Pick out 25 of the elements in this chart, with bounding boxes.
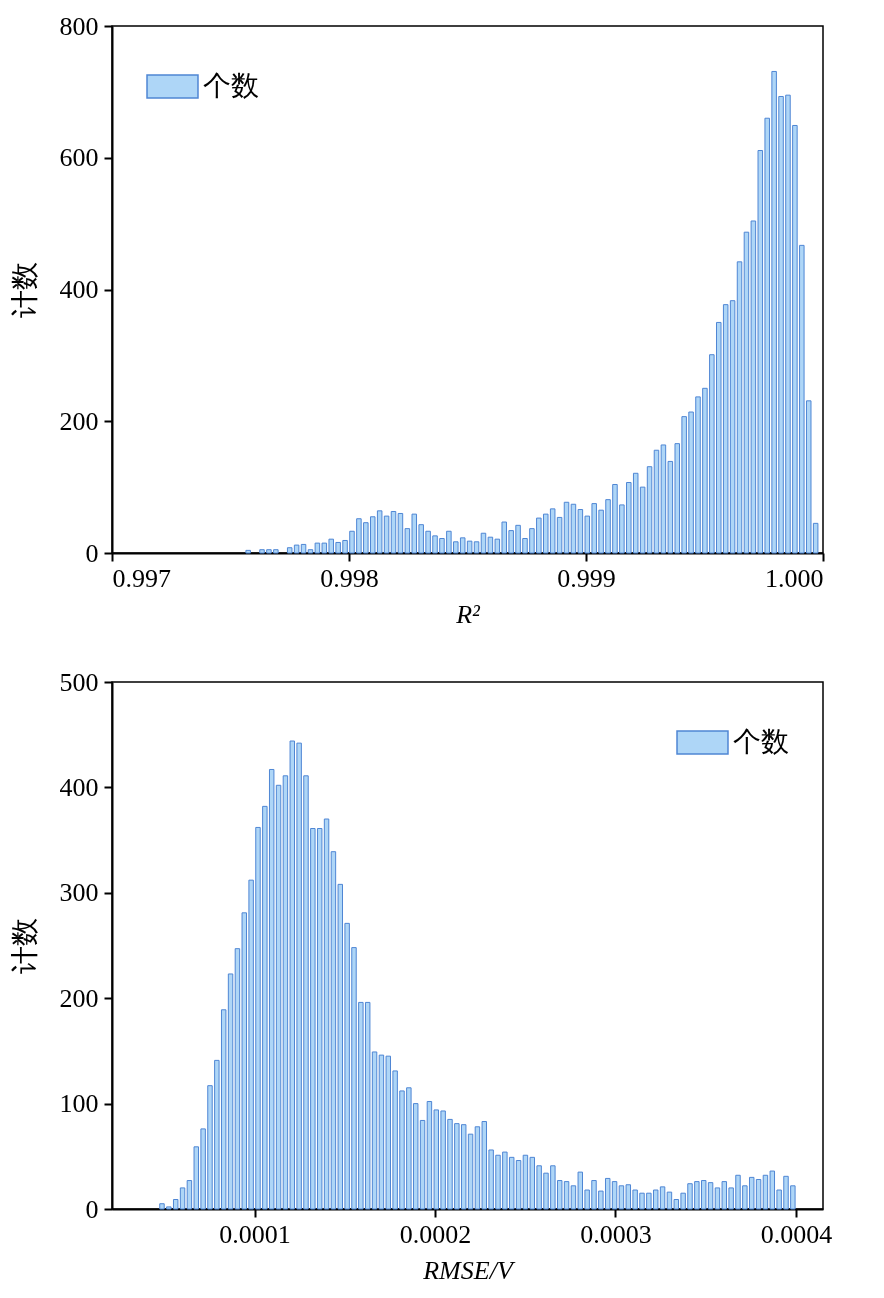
y-tick-label: 600	[59, 143, 99, 173]
legend-label: 个数	[733, 725, 789, 757]
x-tick-label: 0.0003	[580, 1219, 652, 1249]
y-tick-label: 500	[59, 667, 99, 697]
y-tick-label: 0	[85, 1194, 99, 1224]
legend-label: 个数	[203, 69, 259, 101]
x-tick-label: 0.997	[112, 563, 171, 593]
x-tick-label: 0.0002	[399, 1219, 472, 1249]
y-axis-title: 计数	[8, 918, 40, 974]
y-tick-label: 200	[59, 406, 99, 436]
y-tick-label: 300	[59, 878, 99, 908]
x-tick-label: 0.998	[320, 563, 379, 593]
y-tick-label: 800	[59, 11, 99, 41]
x-axis-title: RMSE/V	[422, 1255, 516, 1285]
x-tick-label: 0.999	[557, 563, 616, 593]
x-tick-label: 0.0001	[219, 1219, 291, 1249]
x-axis-title: R²	[455, 599, 482, 629]
y-tick-label: 400	[59, 275, 99, 304]
y-tick-label: 0	[85, 538, 99, 568]
y-tick-label: 200	[59, 983, 99, 1013]
x-tick-label: 0.0004	[760, 1219, 833, 1249]
y-axis-title: 计数	[8, 262, 40, 318]
x-tick-label: 1.000	[765, 563, 824, 593]
y-tick-label: 400	[59, 772, 99, 802]
y-tick-label: 100	[59, 1089, 99, 1119]
